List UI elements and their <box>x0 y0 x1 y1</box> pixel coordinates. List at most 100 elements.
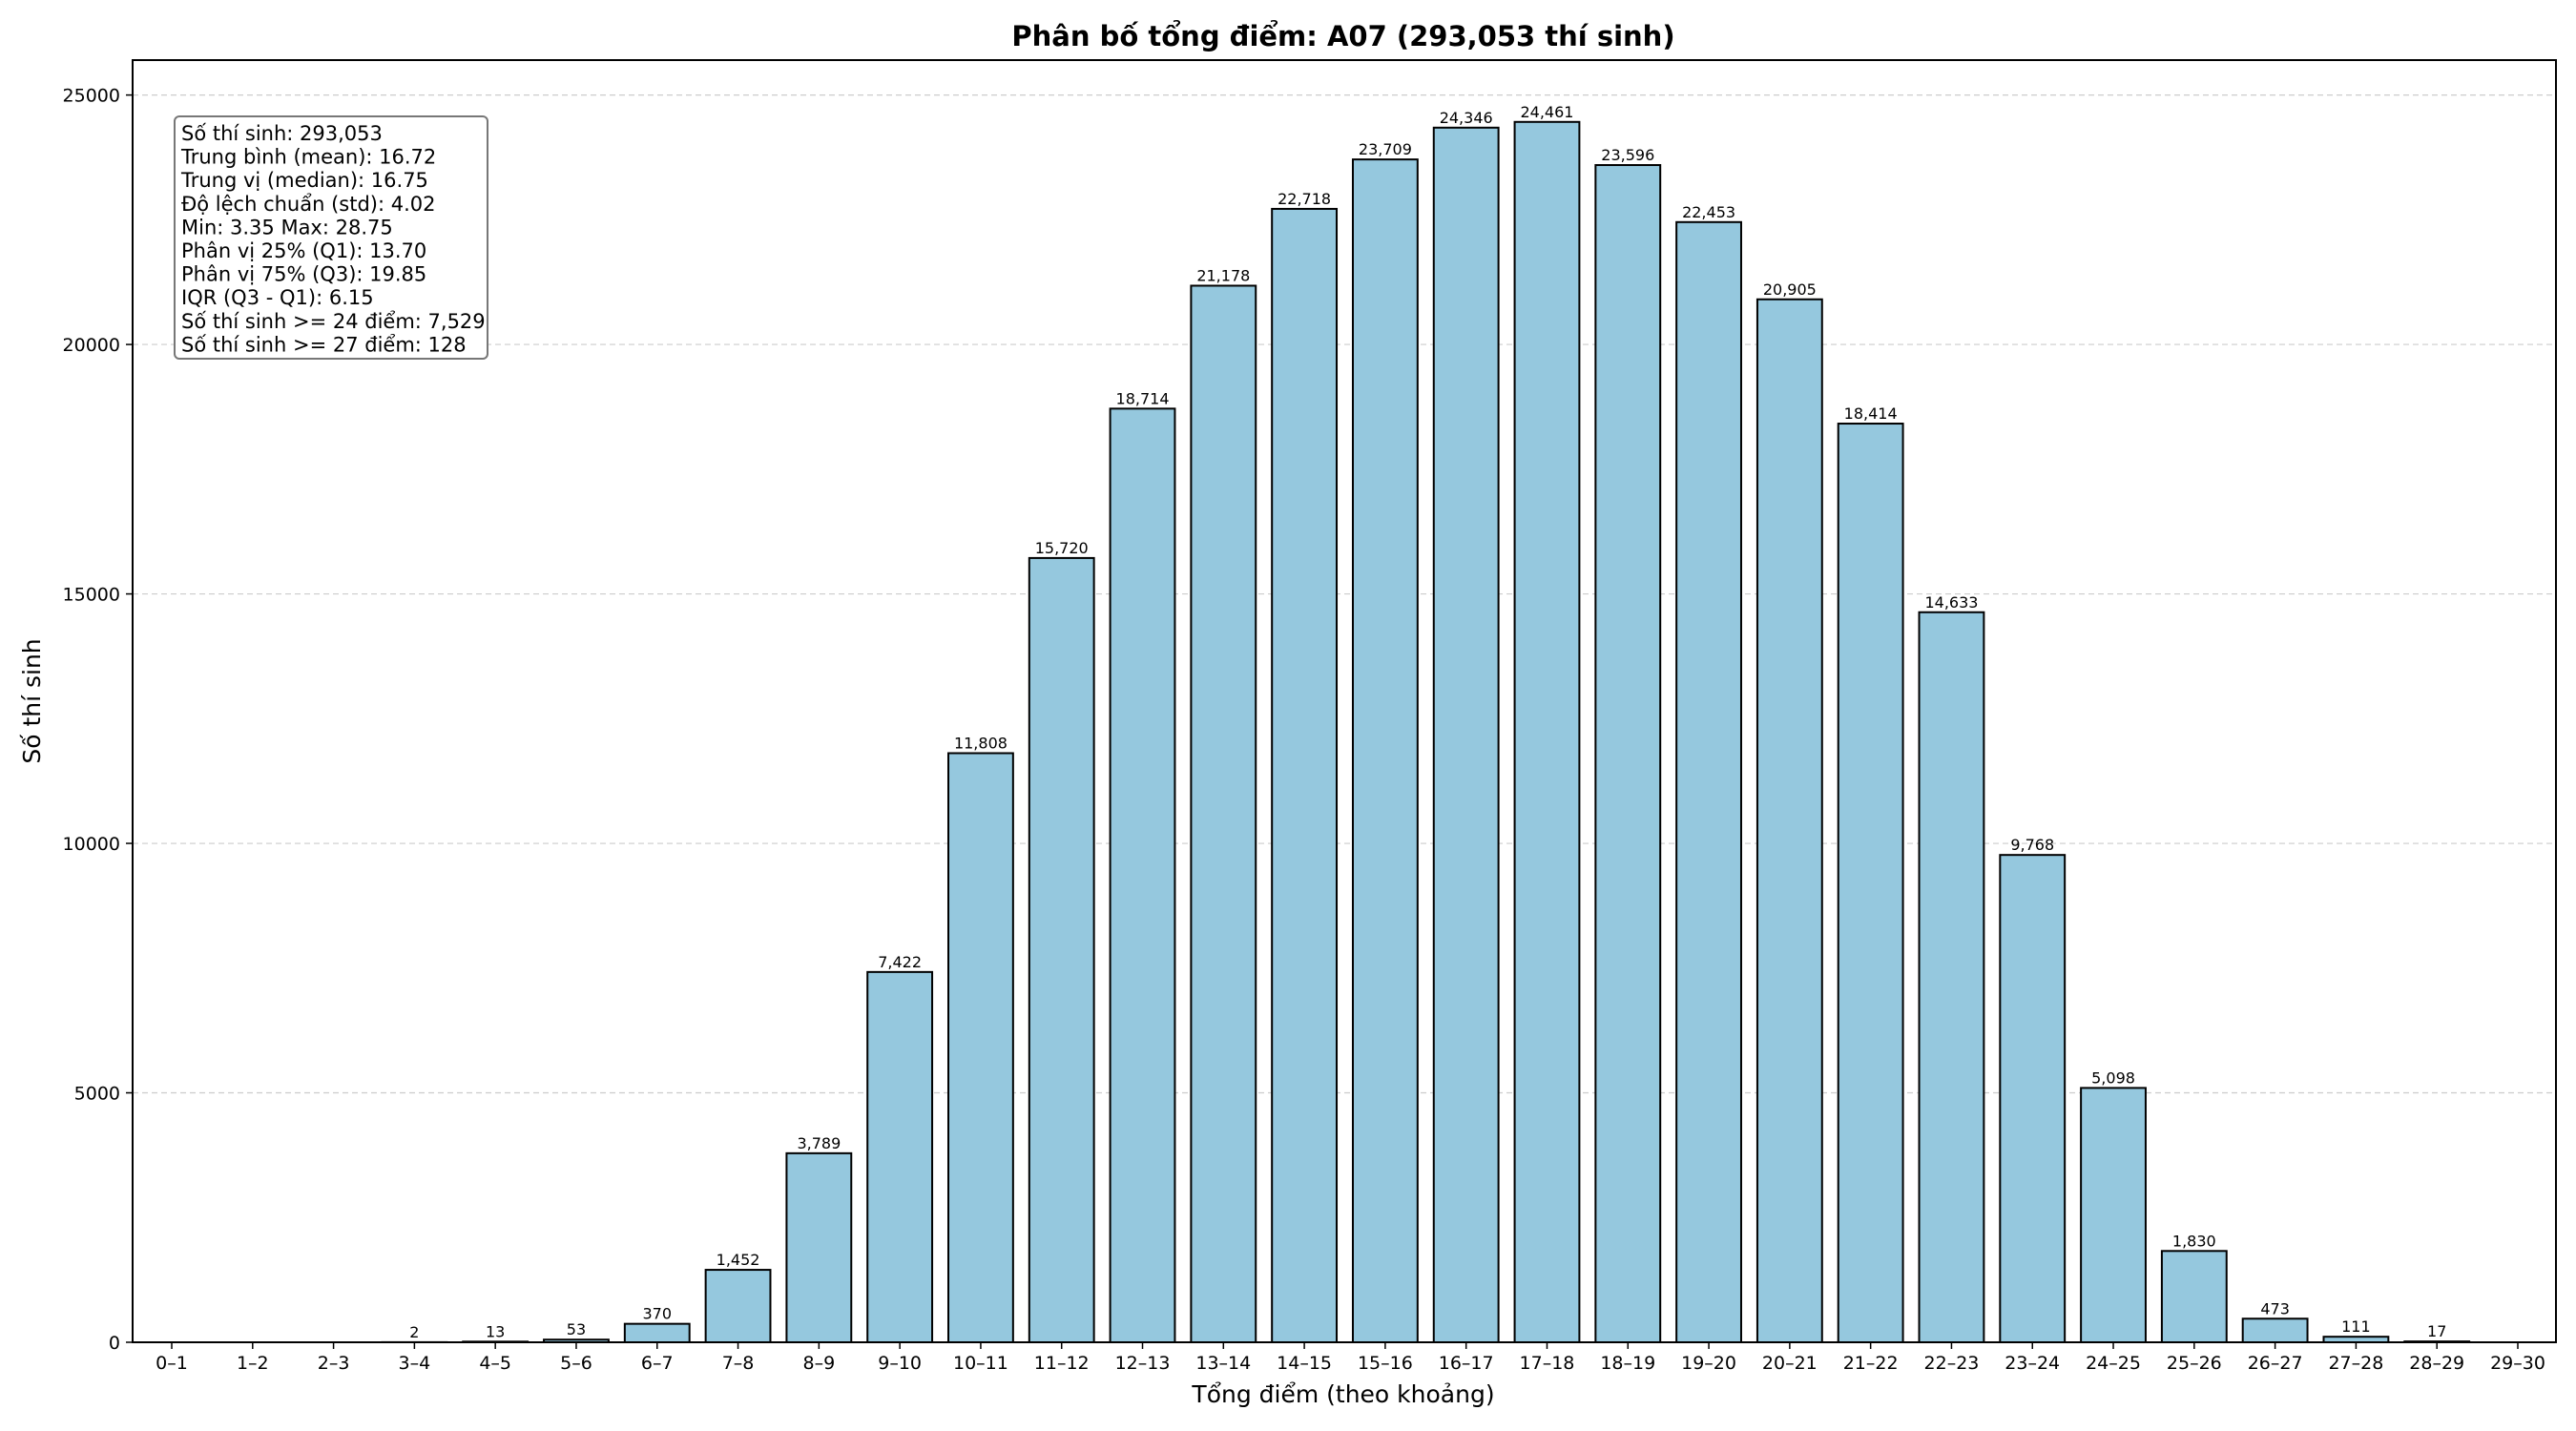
x-tick-label: 8–9 <box>803 1353 836 1374</box>
bar-20–21 <box>1755 298 1823 1344</box>
bar-value-label: 14,633 <box>1924 593 1978 612</box>
x-tick-label: 25–26 <box>2167 1353 2222 1374</box>
stats-line: Số thí sinh >= 27 điểm: 128 <box>181 333 467 356</box>
bar-value-label: 2 <box>409 1323 419 1341</box>
x-tick-label: 10–11 <box>953 1353 1008 1374</box>
bar-8–9 <box>785 1151 853 1344</box>
bar-9–10 <box>866 970 934 1343</box>
x-tick-label: 9–10 <box>878 1353 922 1374</box>
stats-line: Độ lệch chuẩn (std): 4.02 <box>181 193 436 216</box>
bar-value-label: 11,808 <box>954 734 1008 752</box>
bar-6–7 <box>623 1322 691 1344</box>
bar-17–18 <box>1513 120 1581 1343</box>
x-tick-label: 20–21 <box>1762 1353 1818 1374</box>
y-axis-label: Số thí sinh <box>18 638 46 763</box>
bar-value-labels: 2 13 53 370 1,452 3,789 7,422 11,808 15,720 18,71… <box>409 103 2446 1341</box>
x-tick-label: 7–8 <box>722 1353 755 1374</box>
bar-value-label: 18,414 <box>1844 404 1898 423</box>
x-tick-label: 6–7 <box>641 1353 674 1374</box>
bar-value-label: 111 <box>2341 1317 2371 1336</box>
y-tick-label: 20000 <box>63 335 120 356</box>
bar-value-label: 473 <box>2260 1299 2290 1317</box>
y-tick-label: 0 <box>109 1333 120 1354</box>
x-tick-label: 13–14 <box>1195 1353 1251 1374</box>
bar-25–26 <box>2160 1250 2228 1343</box>
x-tick-label: 18–19 <box>1600 1353 1655 1374</box>
x-tick-label: 23–24 <box>2005 1353 2060 1374</box>
stats-line: Trung vị (median): 16.75 <box>180 169 428 192</box>
bar-value-label: 17 <box>2427 1322 2446 1340</box>
stats-line: Trung bình (mean): 16.72 <box>180 146 436 169</box>
x-tick-label: 14–15 <box>1277 1353 1332 1374</box>
stats-line: Phân vị 75% (Q3): 19.85 <box>181 263 426 286</box>
chart-title: Phân bố tổng điểm: A07 (293,053 thí sinh… <box>1011 20 1674 52</box>
x-tick-label: 27–28 <box>2328 1353 2383 1374</box>
bar-10–11 <box>947 752 1014 1343</box>
stats-box-frame <box>174 115 488 360</box>
x-tick-label: 0–1 <box>156 1353 188 1374</box>
x-tick-label: 16–17 <box>1439 1353 1494 1374</box>
x-tick-label: 21–22 <box>1843 1353 1899 1374</box>
stats-line: Số thí sinh >= 24 điểm: 7,529 <box>181 310 486 333</box>
bar-22–23 <box>1918 611 1985 1343</box>
plot-frame <box>132 59 2557 1343</box>
bar-value-label: 7,422 <box>878 953 922 971</box>
bar-16–17 <box>1432 126 1500 1344</box>
bar-7–8 <box>704 1269 772 1344</box>
gridlines <box>133 94 2556 1343</box>
bar-value-label: 21,178 <box>1196 266 1250 284</box>
bar-value-label: 20,905 <box>1763 280 1817 299</box>
x-axis-label: Tổng điểm (theo khoảng) <box>1191 1380 1494 1408</box>
x-tick-label: 22–23 <box>1924 1353 1980 1374</box>
bar-value-label: 24,346 <box>1440 109 1493 127</box>
bar-value-label: 24,461 <box>1520 103 1573 121</box>
x-tick-label: 4–5 <box>479 1353 511 1374</box>
bar-value-label: 22,453 <box>1682 203 1735 221</box>
y-tick-label: 5000 <box>74 1084 120 1105</box>
bar-value-label: 22,718 <box>1278 190 1331 208</box>
x-axis: 0–1 1–2 2–3 3–4 4–5 5–6 6–7 7–8 8–9 9–10 10–11 11–1… <box>156 1342 2545 1374</box>
bar-value-label: 18,714 <box>1116 389 1170 407</box>
y-tick-label: 15000 <box>63 585 120 606</box>
bar-12–13 <box>1109 407 1176 1343</box>
bar-value-label: 13 <box>486 1322 505 1340</box>
x-tick-label: 26–27 <box>2248 1353 2303 1374</box>
bar-19–20 <box>1675 220 1742 1343</box>
bar-13–14 <box>1190 284 1257 1344</box>
x-tick-label: 24–25 <box>2086 1353 2141 1374</box>
bar-value-label: 9,768 <box>2010 836 2054 854</box>
bar-15–16 <box>1351 158 1419 1344</box>
x-tick-label: 2–3 <box>318 1353 350 1374</box>
bar-value-label: 53 <box>567 1320 586 1338</box>
x-tick-label: 12–13 <box>1115 1353 1171 1374</box>
x-tick-label: 1–2 <box>237 1353 269 1374</box>
bar-value-label: 370 <box>642 1305 672 1323</box>
stats-line: IQR (Q3 - Q1): 6.15 <box>181 286 374 309</box>
stats-line: Phân vị 25% (Q1): 13.70 <box>181 239 426 262</box>
x-tick-label: 5–6 <box>560 1353 592 1374</box>
bars <box>381 120 2471 1344</box>
stats-line: Min: 3.35 Max: 28.75 <box>181 216 393 238</box>
y-tick-label: 10000 <box>63 834 120 855</box>
bar-18–19 <box>1594 164 1662 1344</box>
x-tick-label: 29–30 <box>2490 1353 2545 1374</box>
bar-24–25 <box>2080 1087 2147 1343</box>
bar-value-label: 23,596 <box>1601 146 1654 164</box>
bar-11–12 <box>1028 556 1095 1343</box>
bar-value-label: 1,830 <box>2172 1232 2216 1250</box>
bar-value-label: 1,452 <box>717 1251 760 1269</box>
x-tick-label: 28–29 <box>2409 1353 2464 1374</box>
y-tick-label: 25000 <box>63 86 120 107</box>
x-tick-label: 3–4 <box>399 1353 431 1374</box>
x-tick-label: 17–18 <box>1520 1353 1575 1374</box>
stats-line: Số thí sinh: 293,053 <box>181 122 383 145</box>
bar-14–15 <box>1271 207 1339 1344</box>
y-axis: 0 5000 10000 15000 20000 25000 <box>63 86 133 1354</box>
x-tick-label: 15–16 <box>1358 1353 1413 1374</box>
x-tick-label: 19–20 <box>1681 1353 1736 1374</box>
bar-value-label: 5,098 <box>2091 1068 2135 1087</box>
bar-value-label: 15,720 <box>1035 539 1089 557</box>
